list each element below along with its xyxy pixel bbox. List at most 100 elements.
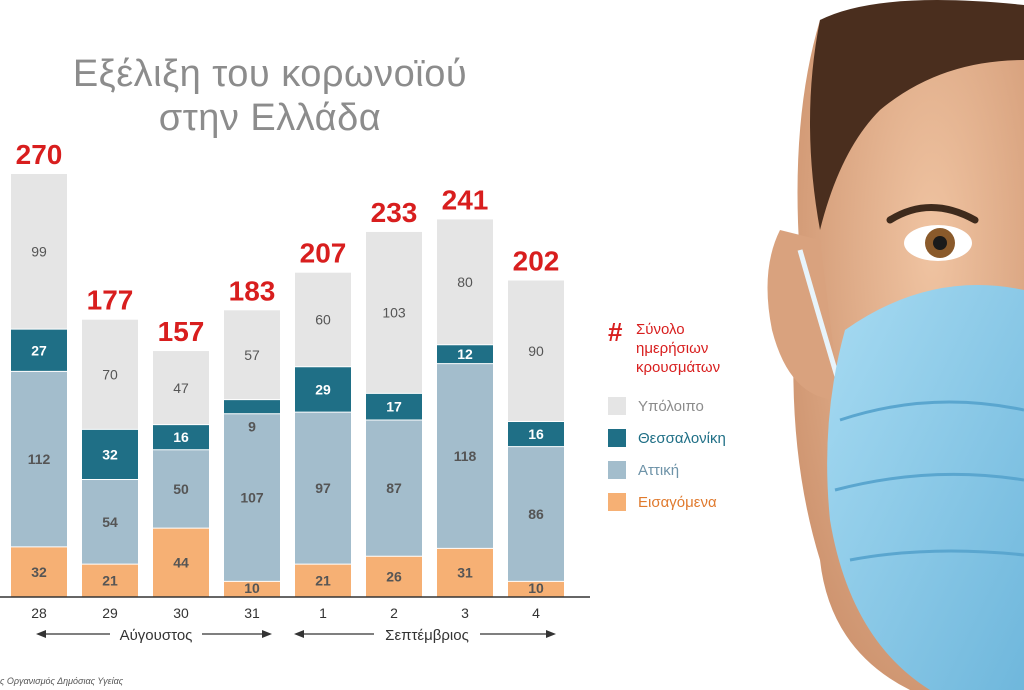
segment-value-label: 118 (454, 448, 477, 464)
segment-value-label: 87 (386, 480, 402, 496)
bar-segment (11, 371, 67, 547)
chart-title-line-2: στην Ελλάδα (158, 97, 382, 139)
bar-total-label: 207 (300, 238, 347, 269)
masked-man-photo (767, 0, 1024, 690)
x-tick-label: 1 (319, 605, 327, 621)
legend-total-line-3: κρουσμάτων (636, 359, 721, 376)
bar-segment (153, 351, 209, 425)
legend-label: Αττική (638, 461, 680, 479)
arrow-left-icon (36, 630, 46, 638)
chart-title: Εξέλιξη του κορωνοϊού στην Ελλάδα (40, 52, 500, 140)
legend-item-attiki: Αττική (608, 459, 778, 481)
legend-total-line-2: ημερήσιων (636, 340, 709, 357)
x-tick-label: 28 (31, 605, 47, 621)
legend-swatch (608, 429, 626, 447)
legend-total-line-1: Σύνολο (636, 321, 685, 338)
bar-segment (153, 424, 209, 450)
bars-group: 32 112 27 99 270 21 54 32 70 177 44 50 16 47 157 10 107 9… (11, 139, 564, 597)
bar-segment (82, 564, 138, 597)
segment-value-label: 57 (244, 347, 260, 363)
bar-segment (82, 319, 138, 430)
arrow-right-icon (546, 630, 556, 638)
x-tick-label: 3 (461, 605, 469, 621)
month-label-august: Αύγουστος (120, 627, 193, 644)
segment-value-label: 21 (102, 573, 118, 589)
x-tick-label: 30 (173, 605, 189, 621)
bar-total-label: 241 (442, 184, 489, 215)
segment-value-label: 44 (173, 555, 189, 571)
legend-item-thessaloniki: Θεσσαλονίκη (608, 427, 778, 449)
bar-segment (508, 421, 564, 447)
surgical-mask (827, 285, 1024, 690)
bar-segment (153, 449, 209, 529)
segment-value-label: 112 (28, 451, 51, 467)
bar-total-label: 177 (87, 285, 134, 316)
legend-swatch (608, 461, 626, 479)
x-axis: 28 29 30 31 1 2 3 4 (0, 596, 590, 621)
segment-value-label: 70 (102, 367, 118, 383)
legend-item-eisagomena: Εισαγόμενα (608, 491, 778, 513)
legend: # Σύνολο ημερήσιων κρουσμάτων Υπόλοιπο Θ… (608, 317, 778, 523)
segment-value-label: 10 (528, 580, 544, 596)
segment-value-label: 97 (315, 480, 331, 496)
bar-segment (295, 564, 351, 597)
bar-segment (295, 412, 351, 565)
eye-pupil (933, 236, 947, 250)
ear (767, 230, 840, 400)
segment-value-label: 107 (240, 490, 264, 506)
segment-value-label: 50 (173, 481, 189, 497)
hair (810, 0, 1024, 230)
segment-value-label: 80 (457, 274, 473, 290)
bar-segment (366, 556, 422, 597)
month-label-bg (374, 624, 480, 644)
source-note: ς Οργανισμός Δημόσιας Υγείας (0, 676, 124, 686)
bar-segment (153, 528, 209, 597)
bar-segment (224, 399, 280, 414)
segment-value-label: 16 (173, 429, 189, 445)
segment-value-label: 10 (244, 580, 260, 596)
mask-pleat (834, 472, 1024, 492)
bar-segment (295, 272, 351, 367)
bar-segment (437, 548, 493, 597)
bar-segment (366, 231, 422, 394)
segment-value-label: 27 (31, 342, 47, 358)
eyebrow (886, 204, 979, 224)
segment-value-label: 29 (315, 381, 331, 397)
legend-label: Θεσσαλονίκη (638, 429, 726, 447)
segment-value-label: 60 (315, 312, 331, 328)
bar-segment (224, 581, 280, 597)
legend-swatch (608, 493, 626, 511)
month-markers: Αύγουστος Σεπτέμβριος (36, 624, 556, 644)
x-tick-label: 2 (390, 605, 398, 621)
bar-segment (11, 329, 67, 372)
bar-segment (508, 280, 564, 422)
bar-segment (82, 429, 138, 480)
hash-icon: # (608, 317, 623, 347)
bar-segment (508, 446, 564, 582)
legend-swatch (608, 397, 626, 415)
segment-value-label: 9 (248, 419, 256, 435)
bar-segment (366, 419, 422, 557)
bar-segment (437, 363, 493, 549)
bar-total-label: 202 (513, 246, 560, 277)
x-tick-label: 31 (244, 605, 260, 621)
month-label-september: Σεπτέμβριος (385, 627, 469, 644)
stacked-bar-chart: 3211227992702154327017744501647157101079… (0, 139, 590, 644)
segment-value-label: 32 (102, 446, 118, 462)
segment-value-label: 54 (102, 514, 118, 530)
bar-total-label: 270 (16, 139, 63, 170)
bar-segment (508, 581, 564, 597)
bar-segment (82, 479, 138, 565)
legend-item-ypoloipo: Υπόλοιπο (608, 395, 778, 417)
chart-title-line-1: Εξέλιξη του κορωνοϊού (72, 53, 468, 95)
x-tick-label: 29 (102, 605, 118, 621)
arrow-right-icon (262, 630, 272, 638)
bar-segment (295, 366, 351, 413)
segment-value-label: 32 (31, 564, 47, 580)
x-tick-label: 4 (532, 605, 540, 621)
month-label-bg (110, 624, 202, 644)
bar-total-label: 183 (229, 275, 276, 306)
segment-value-label: 103 (382, 305, 406, 321)
bar-total-label: 233 (371, 197, 418, 228)
legend-total: # Σύνολο ημερήσιων κρουσμάτων (608, 317, 778, 377)
